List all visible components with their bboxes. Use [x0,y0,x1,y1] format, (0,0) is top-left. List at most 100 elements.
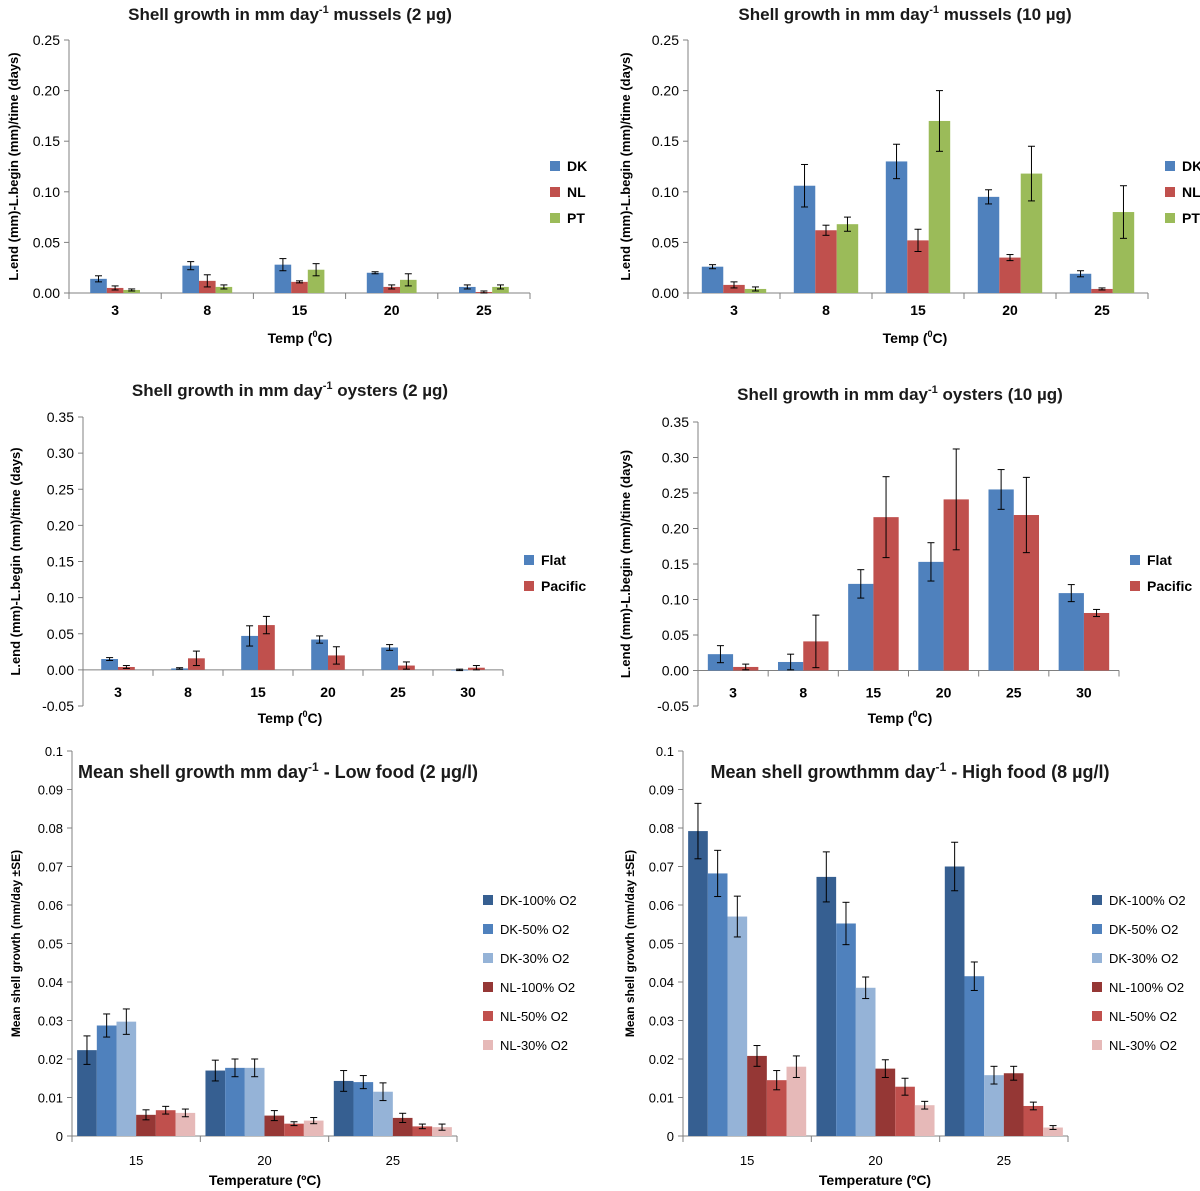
x-tick-label: 20 [257,1153,271,1168]
legend-swatch [1092,1011,1102,1021]
chart-title-main: Mean shell growthmm day [710,762,935,782]
bar [392,1117,413,1136]
x-tick-label: 8 [822,302,830,318]
bar [1112,212,1135,293]
x-tick-label: 25 [386,1153,400,1168]
legend-swatch [550,161,560,171]
legend-swatch [1092,982,1102,992]
legend-swatch [1092,953,1102,963]
series-dk-30-o2 [727,895,1004,1136]
bar [964,976,985,1136]
y-tick-label: 0.00 [33,285,60,301]
legend-swatch [1130,581,1140,591]
y-tick-label: 0 [667,1129,674,1144]
y-tick-label: 0.15 [33,133,60,149]
chart-title-main: Shell growth in mm day [132,381,323,400]
legend-swatch [1092,924,1102,934]
legend-label: DK [567,158,587,174]
y-tick-label: 0.06 [38,898,63,913]
bar [928,120,951,294]
y-tick-label: 0.20 [47,517,74,533]
series-pacific [733,448,1110,671]
chart-title-suffix: mussels (2 µg) [329,5,452,24]
x-axis-label-superscript: 0 [928,329,933,339]
chart-title-main: Shell growth in mm day [128,5,319,24]
y-tick-label: 0.00 [652,285,679,301]
series-pt [744,90,1135,294]
bar [793,185,816,293]
x-tick-label: 15 [250,684,266,700]
x-tick-label: 20 [384,302,400,318]
chart-oysters_2: Shell growth in mm day-1 oysters (2 µg)-… [8,380,586,726]
bar [914,1105,935,1136]
y-tick-label: 0.30 [662,450,689,466]
bar [977,196,1000,293]
bar [399,279,417,293]
bar [944,866,965,1136]
x-axis-label-superscript: 0 [913,709,918,719]
chart-title-superscript: -1 [319,4,329,16]
chart-title-superscript: -1 [928,384,938,396]
y-tick-label: 0.08 [649,821,674,836]
bar [101,659,118,670]
legend-label: NL [567,184,586,200]
bar [353,1082,374,1136]
y-tick-label: 0.05 [662,627,689,643]
x-tick-label: 20 [868,1153,882,1168]
series-pt [123,263,509,293]
legend-swatch [1165,213,1175,223]
chart-title: Shell growth in mm day-1 mussels (10 µg) [738,4,1071,24]
bar [786,1066,807,1136]
series-dk-50-o2 [707,849,985,1136]
y-tick-label: 0.02 [649,1052,674,1067]
y-tick-label: 0.20 [652,83,679,99]
legend-swatch [1092,895,1102,905]
x-tick-label: 15 [866,685,882,701]
y-tick-label: 0 [56,1129,63,1144]
legend-label: Flat [541,552,566,568]
y-tick-label: 0.1 [656,744,674,759]
y-tick-label: 0.20 [662,521,689,537]
legend-label: DK-30% O2 [1109,951,1178,966]
legend: DK-100% O2 DK-50% O2 DK-30% O2 NL-100% O2 NL… [483,893,577,1053]
bar [1003,1073,1024,1136]
x-tick-label: 20 [1002,302,1018,318]
x-axis-label-main: Temperature (ºC) [819,1172,931,1188]
series-nl [106,274,493,294]
x-axis-label: Temp (0C) [258,709,323,726]
bar [1020,173,1043,293]
legend-label: NL-50% O2 [500,1009,568,1024]
y-tick-label: 0.05 [47,626,74,642]
x-tick-label: 15 [910,302,926,318]
y-tick-label: 0.25 [652,32,679,48]
series-pacific [118,615,485,671]
bar [303,1120,324,1136]
bar [381,647,398,670]
bar [815,230,837,293]
bar [723,284,745,293]
series-dk [701,143,1092,293]
x-tick-label: 25 [997,1153,1011,1168]
x-axis-label: Temperature (ºC) [819,1172,931,1188]
legend-label: NL-30% O2 [500,1038,568,1053]
chart-title-suffix: - High food (8 µg/l) [946,762,1109,782]
x-axis-label-main: Temp ( [883,330,928,346]
y-tick-label: 0.10 [652,184,679,200]
x-tick-label: 3 [729,685,737,701]
legend-swatch [483,924,493,934]
bar [885,161,908,293]
chart-mussels_2: Shell growth in mm day-1 mussels (2 µg) 0… [6,4,587,346]
series-dk-100-o2 [77,1035,354,1136]
y-tick-label: 0.01 [649,1091,674,1106]
series-nl-30-o2 [175,1108,452,1136]
bar [244,1067,265,1136]
bar [1058,593,1084,671]
x-axis-label-main: Temperature (ºC) [209,1172,321,1188]
bar [291,281,308,293]
y-tick-label: 0.30 [47,445,74,461]
legend-label: PT [567,210,585,226]
chart-title: Mean shell growthmm day-1 - High food (8… [710,760,1109,782]
bar [225,1067,245,1136]
bar [1043,1127,1063,1136]
